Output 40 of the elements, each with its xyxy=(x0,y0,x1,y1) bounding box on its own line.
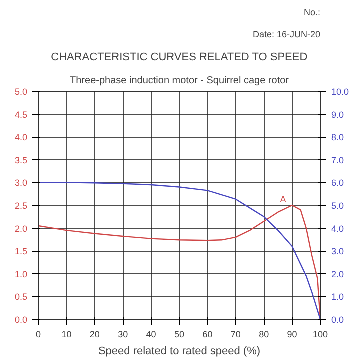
y-tick-label: 3.5 xyxy=(14,155,28,166)
x-tick-label: 20 xyxy=(90,330,100,340)
y2-tick-label: 2.0 xyxy=(332,269,344,280)
x-tick-label: 30 xyxy=(118,330,128,340)
y-tick-label: 0.5 xyxy=(14,292,28,302)
y2-tick-label: 4.0 xyxy=(332,224,344,234)
y-tick-label: 4.0 xyxy=(14,132,28,143)
x-tick-label: 40 xyxy=(146,330,156,340)
y-tick-label: 1.5 xyxy=(14,246,28,257)
y2-tick-label: 3.0 xyxy=(332,246,344,257)
y2-tick-label: 6.0 xyxy=(332,178,344,188)
y2-tick-label: 0.0 xyxy=(332,315,344,325)
y-tick-label: 3.0 xyxy=(14,178,28,188)
y-tick-label: 4.5 xyxy=(14,110,28,120)
y-tick-label: 5.0 xyxy=(14,87,28,97)
x-tick-label: 0 xyxy=(36,330,42,340)
x-tick-label: 10 xyxy=(62,330,72,340)
x-tick-label: 60 xyxy=(202,330,213,340)
y2-tick-label: 9.0 xyxy=(332,110,344,120)
x-axis-title: Speed related to rated speed (%) xyxy=(98,346,261,358)
chart-subtitle: Three-phase induction motor - Squirrel cage rotor xyxy=(70,76,290,86)
x-tick-label: 90 xyxy=(287,330,298,340)
y2-tick-label: 5.0 xyxy=(332,201,344,211)
x-tick-label: 100 xyxy=(312,330,328,340)
annotation: A xyxy=(280,194,286,204)
chart-title: CHARACTERISTIC CURVES RELATED TO SPEED xyxy=(51,52,308,64)
text: No.: xyxy=(304,8,321,18)
x-tick-label: 70 xyxy=(230,330,241,340)
y-tick-label: 0.0 xyxy=(14,315,28,325)
x-tick-label: 80 xyxy=(259,330,270,340)
x-tick-label: 50 xyxy=(174,330,185,340)
y2-tick-label: 8.0 xyxy=(332,132,344,143)
y2-tick-label: 1.0 xyxy=(332,292,344,302)
y-tick-label: 1.0 xyxy=(14,269,28,280)
text: Date: 16-JUN-20 xyxy=(252,30,321,40)
y-tick-label: 2.5 xyxy=(14,201,28,211)
y2-tick-label: 7.0 xyxy=(332,155,344,166)
y-tick-label: 2.0 xyxy=(14,224,28,234)
line-series xyxy=(38,182,320,320)
y2-tick-label: 10.0 xyxy=(332,87,350,97)
